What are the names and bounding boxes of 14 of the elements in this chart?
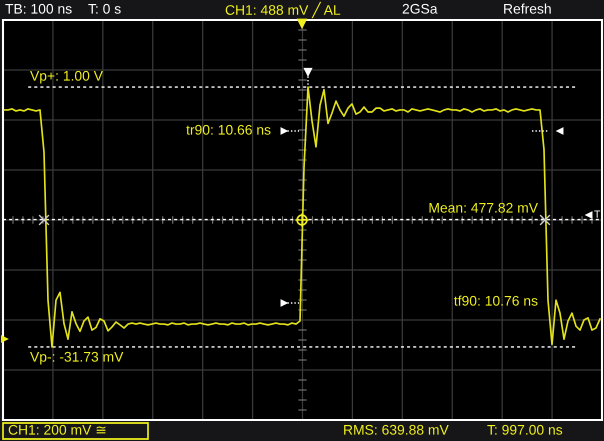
annotation: tf90: 10.76 ns: [454, 296, 538, 306]
text: Refresh: [504, 4, 551, 14]
annotation: T: [594, 210, 600, 218]
text: RMS: 639.88 mV: [344, 424, 449, 435]
text: 2GSa: [402, 4, 438, 14]
annotation: tr90: 10.66 ns: [186, 124, 271, 135]
text: T: 997.00 ns: [487, 424, 562, 435]
text: TB: 100 ns: [5, 4, 72, 14]
text: CH1: 200 mV ≅: [8, 424, 106, 435]
annotation: Mean: 477.82 mV: [430, 202, 538, 213]
text: Vp-: -31.73 mV: [30, 352, 124, 364]
text: Vp+: 1.00 V: [30, 70, 103, 84]
text: CH1: 488 mV ╱ AL: [226, 2, 340, 18]
text: T: 0 s: [88, 4, 121, 14]
